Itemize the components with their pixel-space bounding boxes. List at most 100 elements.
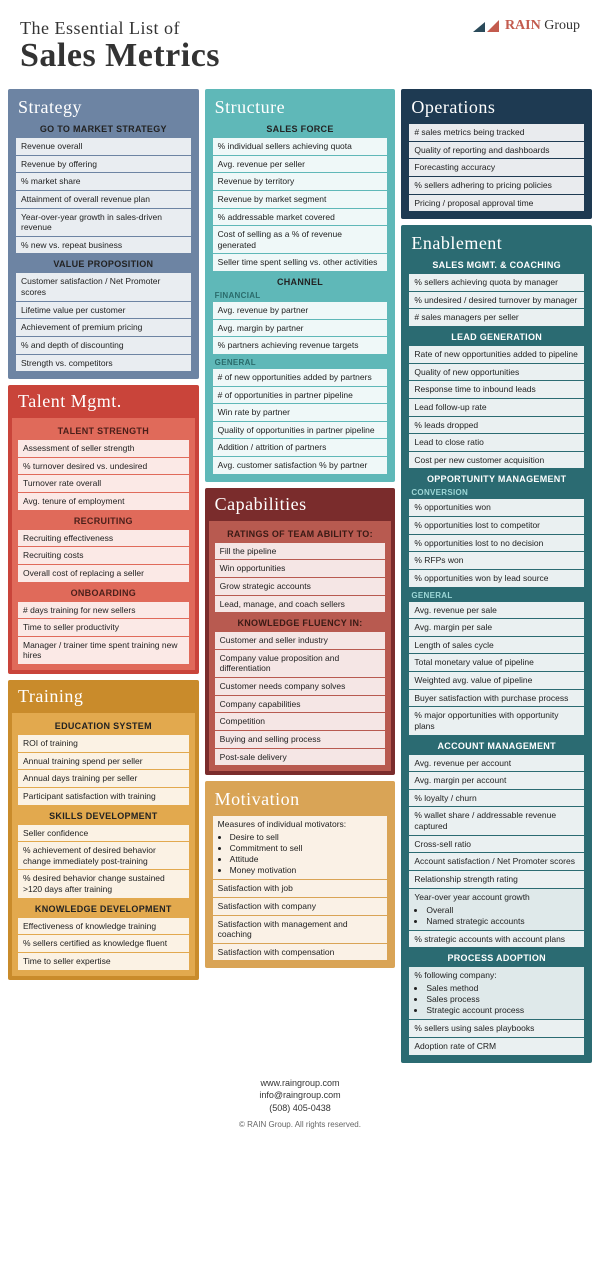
metric-item: Turnover rate overall (18, 475, 189, 492)
section-title: SALES MGMT. & COACHING (409, 260, 584, 270)
strategy-block: StrategyGO TO MARKET STRATEGYRevenue ove… (8, 89, 199, 379)
metric-item: Time to seller expertise (18, 953, 189, 970)
metric-item: Relationship strength rating (409, 871, 584, 888)
metric-item: % RFPs won (409, 552, 584, 569)
metric-item: # sales managers per seller (409, 309, 584, 326)
metric-item: % achievement of desired behavior change… (18, 842, 189, 869)
metric-item: % strategic accounts with account plans (409, 931, 584, 948)
metric-item: Time to seller productivity (18, 619, 189, 636)
metric-item: Attainment of overall revenue plan (16, 191, 191, 208)
metric-item: Strength vs. competitors (16, 355, 191, 372)
block-title: Training (18, 686, 191, 707)
block-title: Talent Mgmt. (18, 391, 191, 412)
motivation-block: MotivationMeasures of individual motivat… (205, 781, 396, 968)
section-title: SKILLS DEVELOPMENT (18, 811, 189, 821)
metric-item: % desired behavior change sustained >120… (18, 870, 189, 897)
metric-item: Avg. revenue per sale (409, 602, 584, 619)
metric-item: Company value proposition and differenti… (215, 650, 386, 677)
metric-item: % opportunities won by lead source (409, 570, 584, 587)
metric-item: Recruiting costs (18, 547, 189, 564)
section-title: TALENT STRENGTH (18, 426, 189, 436)
metric-item: Quality of reporting and dashboards (409, 142, 584, 159)
subsection-label: GENERAL (411, 591, 584, 600)
section-title: PROCESS ADOPTION (409, 953, 584, 963)
metric-item: Fill the pipeline (215, 543, 386, 560)
metric-item: Avg. revenue by partner (213, 302, 388, 319)
block-title: Structure (215, 97, 388, 118)
metric-item: Cross-sell ratio (409, 836, 584, 853)
metric-item: Seller confidence (18, 825, 189, 842)
metric-item: Revenue by market segment (213, 191, 388, 208)
metric-item: % sellers adhering to pricing policies (409, 177, 584, 194)
metric-item: % market share (16, 173, 191, 190)
metric-item: % following company:Sales methodSales pr… (409, 967, 584, 1019)
metric-item: Overall cost of replacing a seller (18, 565, 189, 582)
metric-item: Account satisfaction / Net Promoter scor… (409, 853, 584, 870)
metric-item: Lifetime value per customer (16, 302, 191, 319)
title: Sales Metrics (20, 39, 220, 73)
operations-block: Operations# sales metrics being trackedQ… (401, 89, 592, 219)
metric-item: Achievement of premium pricing (16, 319, 191, 336)
footer-email: info@raingroup.com (0, 1089, 600, 1102)
metric-item: Satisfaction with company (213, 898, 388, 915)
metric-item: Satisfaction with management and coachin… (213, 916, 388, 943)
metric-item: % sellers certified as knowledge fluent (18, 935, 189, 952)
metric-item: # sales metrics being tracked (409, 124, 584, 141)
metric-item: % sellers achieving quota by manager (409, 274, 584, 291)
footer: www.raingroup.com info@raingroup.com (50… (0, 1069, 600, 1119)
metric-item: Lead, manage, and coach sellers (215, 596, 386, 613)
section-title: ACCOUNT MANAGEMENT (409, 741, 584, 751)
section-title: ONBOARDING (18, 588, 189, 598)
section-title: OPPORTUNITY MANAGEMENT (409, 474, 584, 484)
subsection-label: GENERAL (215, 358, 388, 367)
title-block: The Essential List of Sales Metrics (20, 18, 220, 73)
metric-item: Lead follow-up rate (409, 399, 584, 416)
structure-block: StructureSALES FORCE% individual sellers… (205, 89, 396, 482)
logo-mark-icon (473, 18, 501, 34)
metric-item: Measures of individual motivators:Desire… (213, 816, 388, 879)
metric-item: % opportunities lost to no decision (409, 535, 584, 552)
metric-item: Effectiveness of knowledge training (18, 918, 189, 935)
footer-url: www.raingroup.com (0, 1077, 600, 1090)
metric-item: % wallet share / addressable revenue cap… (409, 807, 584, 834)
metric-item: % major opportunities with opportunity p… (409, 707, 584, 734)
metric-item: Adoption rate of CRM (409, 1038, 584, 1055)
metric-item: Manager / trainer time spent training ne… (18, 637, 189, 664)
subsection-label: FINANCIAL (215, 291, 388, 300)
metric-item: Lead to close ratio (409, 434, 584, 451)
metric-item: Company capabilities (215, 696, 386, 713)
metric-item: Revenue by territory (213, 173, 388, 190)
section-title: LEAD GENERATION (409, 332, 584, 342)
logo: RAIN Group (473, 18, 580, 34)
metric-item: Customer satisfaction / Net Promoter sco… (16, 273, 191, 300)
section-title: CHANNEL (213, 277, 388, 287)
section-title: GO TO MARKET STRATEGY (16, 124, 191, 134)
metric-item: Buying and selling process (215, 731, 386, 748)
pretitle: The Essential List of (20, 18, 220, 39)
metric-item: Competition (215, 713, 386, 730)
metric-item: Year-over-year growth in sales-driven re… (16, 209, 191, 236)
metric-item: Avg. revenue per account (409, 755, 584, 772)
block-title: Capabilities (215, 494, 388, 515)
metric-item: Revenue by offering (16, 156, 191, 173)
metric-item: Avg. margin by partner (213, 320, 388, 337)
metric-item: Annual training spend per seller (18, 753, 189, 770)
metric-item: Buyer satisfaction with purchase process (409, 690, 584, 707)
metric-item: Quality of opportunities in partner pipe… (213, 422, 388, 439)
metric-item: Avg. margin per sale (409, 619, 584, 636)
metric-item: # of opportunities in partner pipeline (213, 387, 388, 404)
metric-item: Weighted avg. value of pipeline (409, 672, 584, 689)
metric-item: % and depth of discounting (16, 337, 191, 354)
metric-item: Revenue overall (16, 138, 191, 155)
section-title: RECRUITING (18, 516, 189, 526)
metric-item: Response time to inbound leads (409, 381, 584, 398)
subsection-label: CONVERSION (411, 488, 584, 497)
col-3: Operations# sales metrics being trackedQ… (401, 89, 592, 1063)
capabilities-block: CapabilitiesRATINGS OF TEAM ABILITY TO:F… (205, 488, 396, 776)
metric-item: % undesired / desired turnover by manage… (409, 292, 584, 309)
metric-item: Post-sale delivery (215, 749, 386, 766)
logo-text: RAIN Group (505, 18, 580, 34)
metric-item: % opportunities lost to competitor (409, 517, 584, 534)
metric-item: Pricing / proposal approval time (409, 195, 584, 212)
metric-item: % leads dropped (409, 417, 584, 434)
